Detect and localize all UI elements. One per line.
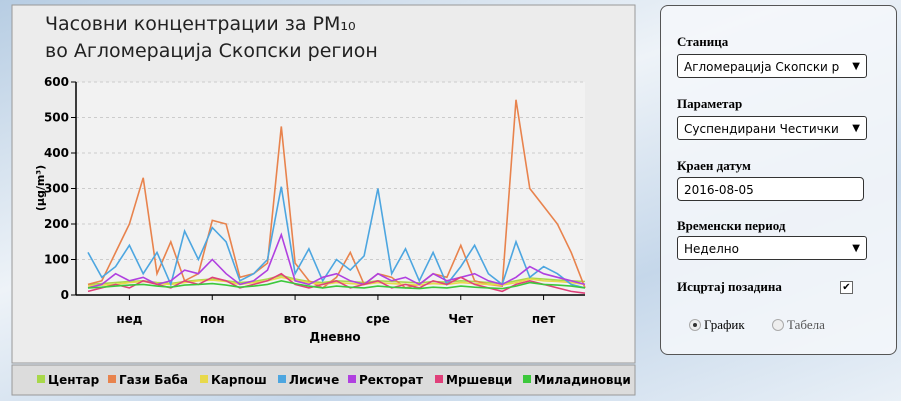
series-line [87,99,586,289]
y-tick-label: 600 [44,75,69,89]
y-tick-label: 0 [61,288,69,302]
legend-swatch [200,375,208,383]
legend-swatch [348,375,356,383]
chart-title: Часовни концентрации за PM₁₀ [45,13,356,35]
period-value: Неделно [684,242,739,256]
chart: Часовни концентрации за PM₁₀ во Агломера… [11,4,636,396]
legend-label: Карпош [211,373,267,387]
x-tick-label: пет [532,312,555,326]
chart-subtitle: во Агломерација Скопски регион [45,40,378,62]
legend-swatch [435,375,443,383]
view-radio[interactable] [772,319,784,331]
view-radio[interactable] [689,319,701,331]
legend-swatch [278,375,286,383]
legend-label: Лисиче [289,373,339,387]
y-axis-label: (µg/m³) [34,165,47,211]
date-value: 2016-08-05 [684,183,754,197]
legend-label: Ректорат [359,373,423,387]
view-option: Табела [787,317,825,332]
y-tick-label: 300 [44,182,69,196]
x-tick-label: пон [200,312,225,326]
legend-label: Гази Баба [119,373,188,387]
x-tick-label: вто [284,312,307,326]
x-tick-label: нед [116,312,142,326]
y-tick-label: 400 [44,146,69,160]
series-line [87,232,586,289]
background-checkbox[interactable]: ✔ [840,281,853,294]
legend-label: Центар [48,373,100,387]
legend-swatch [37,375,45,383]
legend-swatch [523,375,531,383]
x-tick-label: сре [366,312,390,326]
station-value: Агломерација Скопски р [684,60,840,74]
station-label: Станица [677,34,729,49]
parameter-label: Параметар [677,96,743,111]
period-select[interactable]: Неделно ▼ [677,236,867,260]
view-option: График [704,317,745,332]
x-axis-label: Дневно [309,330,360,344]
y-tick-label: 200 [44,217,69,231]
legend-swatch [108,375,116,383]
legend-label: Мршевци [446,373,512,387]
y-tick-label: 100 [44,253,69,267]
background-label: Исцртај позадина [677,279,782,294]
station-select[interactable]: Агломерација Скопски р ▼ [677,54,867,78]
parameter-select[interactable]: Суспендирани Честички ▼ [677,116,867,140]
x-tick-label: Чет [448,312,473,326]
date-label: Краен датум [677,158,751,173]
date-input[interactable]: 2016-08-05 [677,177,864,201]
series-line [87,279,586,290]
legend-label: Миладиновци [534,373,631,387]
period-label: Временски период [677,218,786,233]
parameter-value: Суспендирани Честички [684,122,839,136]
form-panel: Станица Агломерација Скопски р ▼ Парамета… [660,5,897,355]
y-tick-label: 500 [44,111,69,125]
